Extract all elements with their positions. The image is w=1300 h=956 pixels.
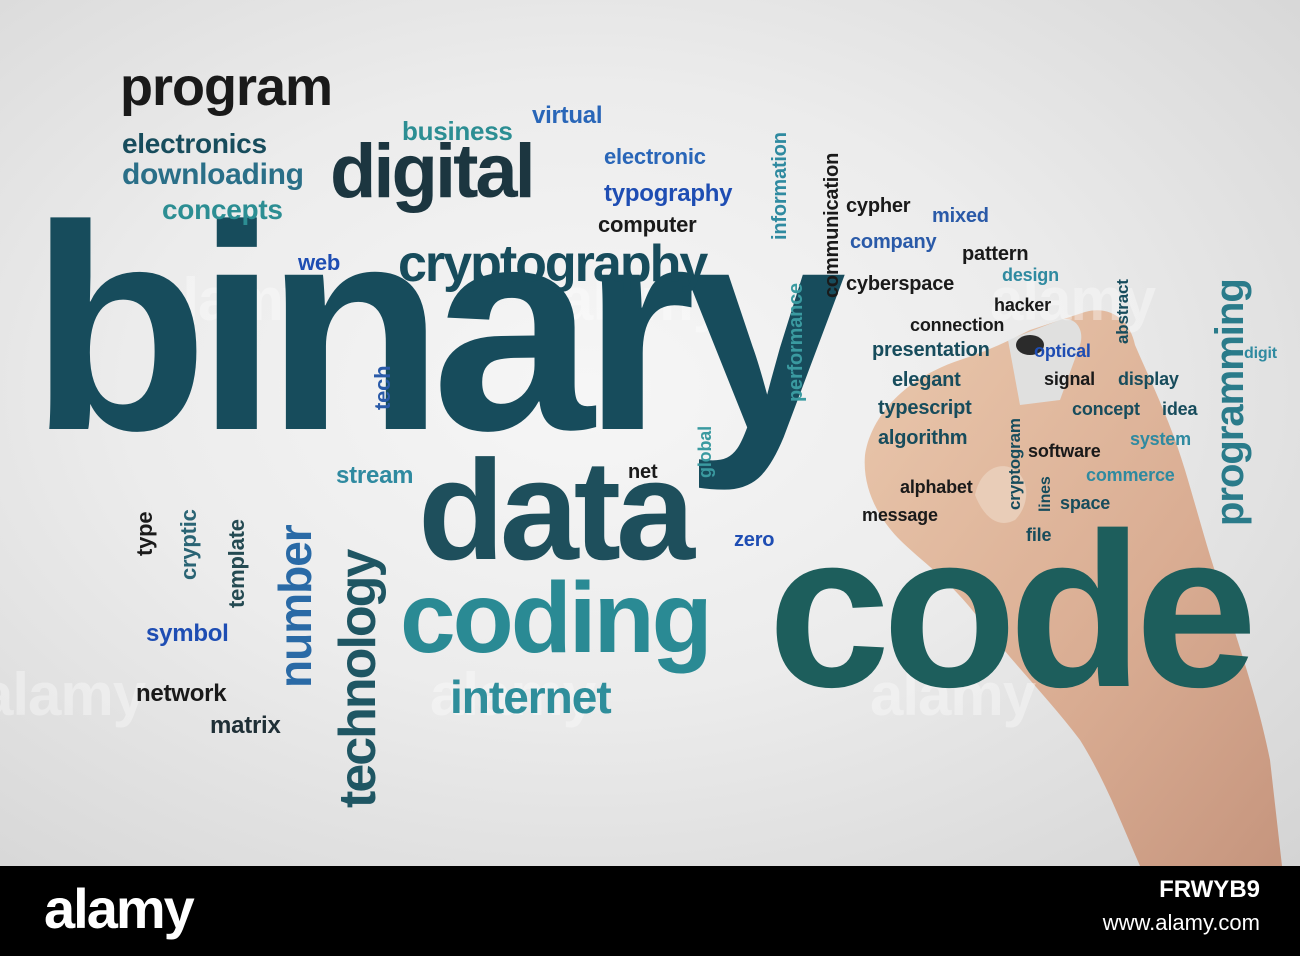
word-digital: digital	[330, 129, 536, 214]
word-coding: coding	[400, 562, 713, 674]
site-url-label: www.alamy.com	[1102, 910, 1260, 935]
word-elegant: elegant	[892, 369, 961, 391]
word-cyberspace: cyberspace	[846, 273, 955, 295]
word-presentation: presentation	[872, 339, 990, 361]
watermark-text: alamy	[990, 266, 1156, 333]
word-cypher: cypher	[846, 195, 911, 217]
word-communication: communication	[821, 152, 843, 298]
word-data: data	[418, 431, 695, 590]
word-connection: connection	[910, 315, 1005, 335]
word-typography: typography	[604, 180, 733, 207]
watermark-text: alamy	[150, 266, 316, 333]
word-space: space	[1060, 493, 1111, 513]
word-internet: internet	[450, 671, 612, 723]
word-abstract: abstract	[1113, 279, 1132, 344]
word-typescript: typescript	[878, 397, 972, 419]
word-hacker: hacker	[994, 295, 1051, 315]
word-file: file	[1026, 525, 1052, 545]
word-binary: binary	[30, 165, 846, 491]
word-symbol: symbol	[146, 620, 229, 647]
word-network: network	[136, 680, 227, 707]
word-display: display	[1118, 369, 1179, 389]
word-concepts: concepts	[162, 194, 283, 225]
word-message: message	[862, 505, 938, 525]
word-code: code	[768, 487, 1257, 733]
hand-with-marker-image	[864, 310, 1282, 866]
watermark-text: alamy	[0, 661, 146, 728]
alamy-logo: alamy	[44, 877, 195, 940]
image-id-label: FRWYB9	[1159, 876, 1260, 903]
word-algorithm: algorithm	[878, 427, 968, 449]
watermark-text: alamy	[430, 661, 596, 728]
watermark-text: alamy	[560, 266, 726, 333]
word-template: template	[224, 519, 249, 608]
word-downloading: downloading	[122, 158, 304, 191]
word-electronic: electronic	[604, 144, 706, 169]
word-computer: computer	[598, 212, 697, 237]
word-programming: programming	[1208, 279, 1252, 526]
word-lines: lines	[1037, 476, 1054, 512]
word-number: number	[269, 525, 321, 688]
word-electronics: electronics	[122, 128, 267, 159]
word-mixed: mixed	[932, 205, 989, 227]
word-cryptic: cryptic	[176, 509, 201, 580]
word-alphabet: alphabet	[900, 477, 973, 497]
word-signal: signal	[1044, 369, 1095, 389]
word-stream: stream	[336, 462, 414, 489]
word-web: web	[298, 250, 341, 275]
word-global: global	[695, 426, 715, 478]
word-company: company	[850, 231, 937, 253]
word-cryptography: cryptography	[398, 235, 708, 293]
word-software: software	[1028, 441, 1101, 461]
word-virtual: virtual	[532, 102, 603, 129]
word-pattern: pattern	[962, 243, 1029, 265]
word-idea: idea	[1162, 399, 1198, 419]
word-commerce: commerce	[1086, 465, 1175, 485]
word-information: information	[769, 132, 791, 240]
word-digit: digit	[1244, 345, 1277, 362]
word-cloud-image: alamy alamy alamy alamy alamy alamy bina…	[0, 0, 1300, 866]
word-net: net	[628, 461, 658, 483]
word-optical: optical	[1034, 341, 1091, 361]
word-concept: concept	[1072, 399, 1140, 419]
word-technology: technology	[329, 550, 387, 808]
word-cryptogram: cryptogram	[1005, 418, 1024, 510]
watermark-text: alamy	[870, 661, 1036, 728]
stock-photo-banner: alamy FRWYB9 www.alamy.com	[0, 866, 1300, 956]
word-design: design	[1002, 265, 1059, 285]
word-type: type	[132, 511, 157, 556]
word-system: system	[1130, 429, 1191, 449]
word-business: business	[402, 116, 513, 146]
word-matrix: matrix	[210, 712, 281, 739]
word-program: program	[120, 57, 333, 117]
word-tech: tech	[370, 365, 395, 410]
word-zero: zero	[734, 529, 775, 551]
word-performance: performance	[785, 283, 807, 402]
